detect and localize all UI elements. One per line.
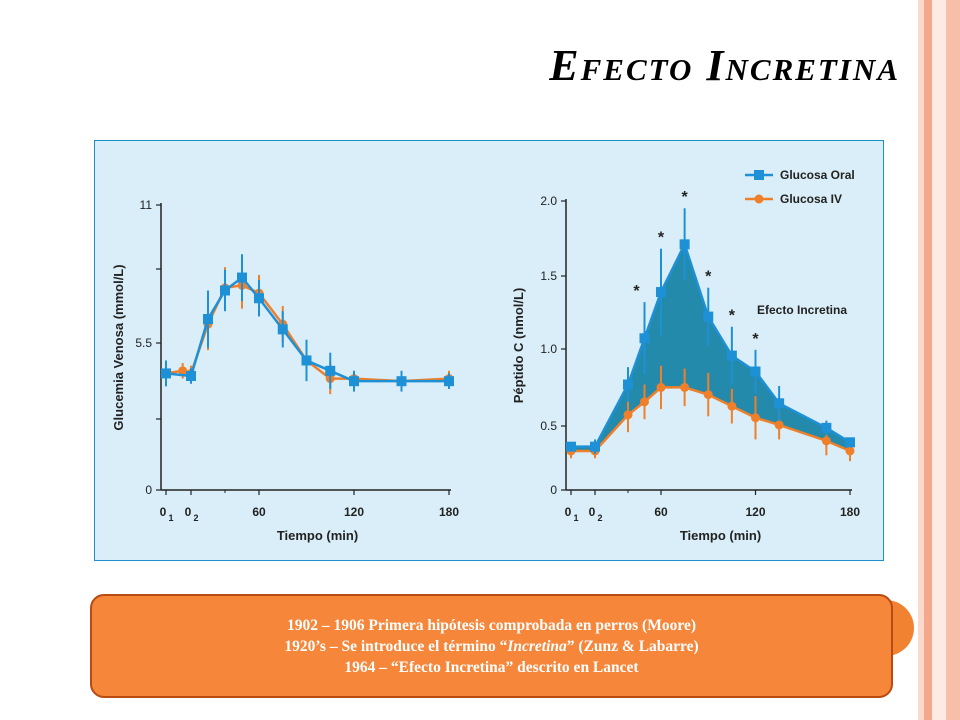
iv-point [623,410,633,420]
figure-panel: 0 5.5 11 0 1 0 2 60 120 180 Tiempo (min) Glucemia V… [94,140,884,561]
significance-marker: * [705,269,712,286]
x-tick-label: 120 [344,505,364,519]
note-line-2-em: Incretina [507,637,567,655]
y-tick-label: 0 [550,483,557,497]
legend-iv-label: Glucosa IV [780,192,842,206]
note-line-2: 1920’s – Se introduce el término “Incret… [284,636,698,657]
oral-point [254,293,264,304]
history-note: 1902 – 1906 Primera hipótesis comprobada… [90,594,893,698]
iv-point [727,401,737,411]
oral-point [444,376,454,387]
decor-stripe-2 [924,0,932,720]
iv-point [774,420,784,430]
oral-point [237,272,247,283]
x-tick-label: 0 [160,505,167,519]
oral-series-line [571,241,851,448]
slide-title: Efecto Incretina [549,41,900,90]
significance-marker: * [633,283,640,300]
oral-point [203,314,213,324]
oral-point [277,324,288,335]
iv-point [845,446,855,456]
y-tick-label: 0.5 [540,419,557,433]
iv-point [680,382,690,392]
iv-point [656,382,666,392]
note-line-2-post: ” (Zunz & Labarre) [566,637,699,655]
x-tick-label: 180 [439,505,459,519]
iv-point [640,397,649,407]
iv-point [703,390,713,400]
note-line-2-pre: 1920’s – Se introduce el término “ [284,637,508,655]
significance-marker: * [800,141,807,145]
x-tick-label: 60 [252,505,266,519]
y-tick-label: 1.5 [540,269,557,283]
decor-stripe-4 [946,0,960,720]
oral-point [750,366,761,377]
y-tick-label: 5.5 [135,336,152,350]
oral-series-line [165,275,449,383]
oral-point [396,376,407,387]
note-line-3: 1964 – “Efecto Incretina” descrito en La… [344,658,639,676]
y-axis-label: Glucemia Venosa (mmol/L) [111,264,126,430]
significance-marker: * [682,189,689,206]
x-tick-label: 0 [185,505,192,519]
oral-point [325,365,336,376]
x-tick-label: 120 [745,505,765,519]
legend-oral-label: Glucosa Oral [780,168,855,182]
x-tick-label: 180 [840,505,860,519]
legend-iv-marker [754,194,764,204]
oral-point [679,239,690,250]
oral-point [703,311,714,322]
oral-point [774,398,785,409]
oral-point [590,441,600,452]
oral-point [821,422,832,433]
significance-marker: * [752,331,759,348]
oral-point [220,285,230,296]
y-tick-label: 11 [140,198,153,212]
significance-marker: * [729,308,736,325]
iv-point [821,436,831,446]
y-tick-label: 1.0 [540,342,557,356]
x-axis-label: Tiempo (min) [680,528,761,543]
note-line-1: 1902 – 1906 Primera hipótesis comprobada… [287,616,696,634]
y-tick-label: 0 [145,483,152,497]
y-tick-label: 2.0 [540,194,557,208]
significance-marker: * [658,230,665,247]
oral-point [186,371,196,381]
decor-stripe-3 [932,0,946,720]
x-tick-label: 0 [565,505,572,519]
oral-point [623,379,633,390]
iv-point [751,413,760,423]
iv-point [178,366,188,376]
oral-point [845,437,855,448]
oral-point [639,333,650,344]
x-axis-label: Tiempo (min) [277,528,358,543]
x-tick-label: 0 [589,505,596,519]
x-tick-sub-label: 1 [168,513,173,523]
oral-point [349,376,359,387]
annotation-label: Efecto Incretina [757,303,847,317]
oral-point [566,441,576,452]
oral-point [656,287,666,298]
iv-series-line [571,386,851,453]
x-tick-sub-label: 1 [573,513,578,523]
oral-point [161,368,171,379]
decor-stripe-1 [918,0,924,720]
x-tick-sub-label: 2 [597,513,602,523]
legend-oral-marker [754,170,764,180]
x-tick-label: 60 [654,505,668,519]
oral-point [726,350,737,361]
x-tick-sub-label: 2 [193,513,198,523]
oral-point [301,355,312,366]
incretin-effect-area [571,244,850,451]
y-axis-label: Péptido C (nmol/L) [511,288,526,404]
